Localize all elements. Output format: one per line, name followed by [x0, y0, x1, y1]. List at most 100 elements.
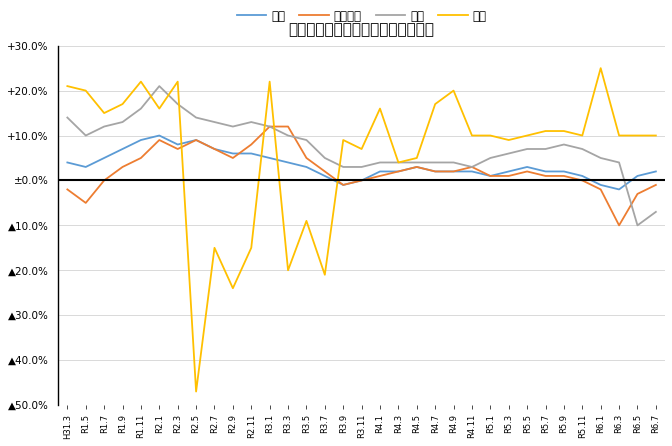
家庭内食 — [542, 173, 550, 179]
中食 — [505, 151, 513, 156]
外食 — [192, 389, 200, 394]
外食 — [468, 133, 476, 138]
中食 — [192, 115, 200, 120]
家庭内食 — [615, 223, 623, 228]
合計 — [247, 151, 255, 156]
中食 — [634, 223, 642, 228]
外食 — [394, 160, 403, 165]
家庭内食 — [431, 169, 439, 174]
外食 — [505, 137, 513, 143]
家庭内食 — [597, 187, 605, 192]
中食 — [173, 101, 181, 107]
合計 — [579, 173, 587, 179]
家庭内食 — [413, 164, 421, 169]
外食 — [597, 66, 605, 71]
家庭内食 — [247, 142, 255, 147]
合計 — [394, 169, 403, 174]
外食 — [100, 111, 108, 116]
中食 — [597, 155, 605, 161]
中食 — [652, 209, 660, 215]
家庭内食 — [284, 124, 292, 129]
合計 — [615, 187, 623, 192]
Line: 中食: 中食 — [67, 86, 656, 225]
外食 — [450, 88, 458, 93]
中食 — [615, 160, 623, 165]
合計 — [634, 173, 642, 179]
家庭内食 — [376, 173, 384, 179]
中食 — [523, 146, 531, 152]
Line: 合計: 合計 — [67, 136, 656, 190]
中食 — [431, 160, 439, 165]
合計 — [155, 133, 163, 138]
中食 — [63, 115, 71, 120]
中食 — [210, 120, 218, 125]
合計 — [652, 169, 660, 174]
外食 — [413, 155, 421, 161]
家庭内食 — [321, 169, 329, 174]
家庭内食 — [173, 146, 181, 152]
外食 — [487, 133, 495, 138]
中食 — [560, 142, 568, 147]
中食 — [284, 133, 292, 138]
Line: 家庭内食: 家庭内食 — [67, 127, 656, 225]
中食 — [468, 164, 476, 169]
合計 — [523, 164, 531, 169]
家庭内食 — [302, 155, 310, 161]
中食 — [82, 133, 90, 138]
外食 — [173, 79, 181, 84]
Line: 外食: 外食 — [67, 68, 656, 392]
中食 — [358, 164, 366, 169]
外食 — [82, 88, 90, 93]
外食 — [210, 245, 218, 251]
合計 — [468, 169, 476, 174]
家庭内食 — [137, 155, 145, 161]
合計 — [597, 182, 605, 188]
中食 — [229, 124, 237, 129]
外食 — [229, 285, 237, 291]
家庭内食 — [394, 169, 403, 174]
外食 — [560, 128, 568, 134]
合計 — [487, 173, 495, 179]
合計 — [339, 182, 347, 188]
合計 — [100, 155, 108, 161]
家庭内食 — [192, 137, 200, 143]
家庭内食 — [229, 155, 237, 161]
合計 — [505, 169, 513, 174]
外食 — [376, 106, 384, 111]
家庭内食 — [634, 191, 642, 197]
家庭内食 — [210, 146, 218, 152]
合計 — [450, 169, 458, 174]
中食 — [247, 120, 255, 125]
家庭内食 — [523, 169, 531, 174]
合計 — [118, 146, 126, 152]
家庭内食 — [560, 173, 568, 179]
外食 — [579, 133, 587, 138]
合計 — [229, 151, 237, 156]
外食 — [321, 272, 329, 277]
中食 — [321, 155, 329, 161]
合計 — [542, 169, 550, 174]
外食 — [652, 133, 660, 138]
外食 — [302, 218, 310, 223]
外食 — [265, 79, 274, 84]
合計 — [560, 169, 568, 174]
中食 — [118, 120, 126, 125]
中食 — [265, 124, 274, 129]
中食 — [339, 164, 347, 169]
合計 — [376, 169, 384, 174]
合計 — [63, 160, 71, 165]
中食 — [413, 160, 421, 165]
合計 — [173, 142, 181, 147]
外食 — [247, 245, 255, 251]
合計 — [265, 155, 274, 161]
中食 — [542, 146, 550, 152]
外食 — [118, 101, 126, 107]
家庭内食 — [339, 182, 347, 188]
家庭内食 — [155, 137, 163, 143]
Legend: 合計, 家庭内食, 中食, 外食: 合計, 家庭内食, 中食, 外食 — [232, 5, 491, 27]
家庭内食 — [358, 178, 366, 183]
Title: 米消費量・前年同月比増減率の推移: 米消費量・前年同月比増減率の推移 — [288, 23, 435, 37]
中食 — [579, 146, 587, 152]
家庭内食 — [100, 178, 108, 183]
外食 — [542, 128, 550, 134]
